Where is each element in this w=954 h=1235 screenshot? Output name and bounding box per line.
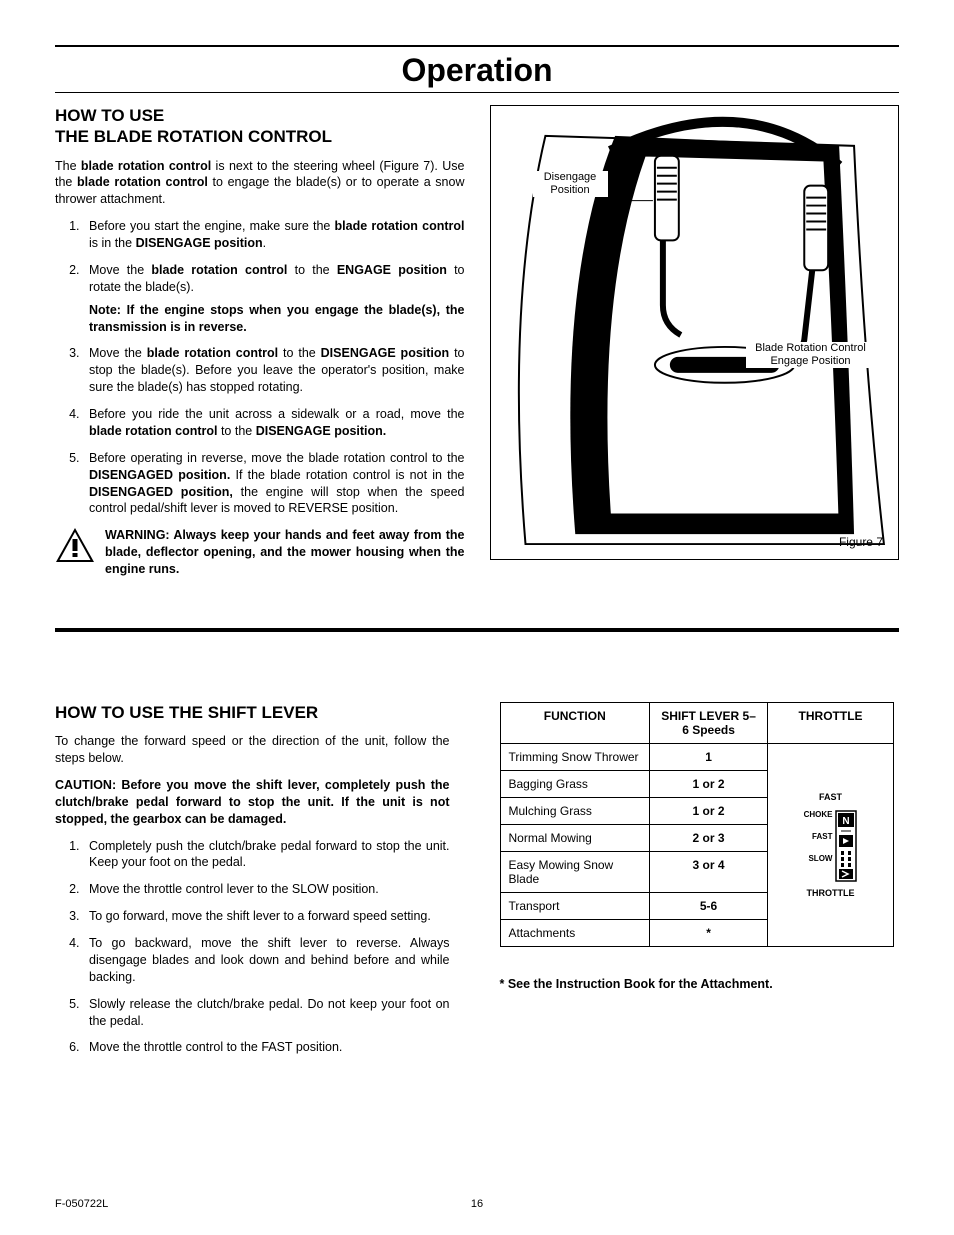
cell-function: Transport <box>500 892 650 919</box>
step-3: Move the blade rotation control to the D… <box>83 345 465 396</box>
heading-line1: HOW TO USE <box>55 106 164 125</box>
step-1: Before you start the engine, make sure t… <box>83 218 465 252</box>
s2-step-1: Completely push the clutch/brake pedal f… <box>83 838 450 872</box>
cell-lever: 2 or 3 <box>650 824 768 851</box>
section1-steps: Before you start the engine, make sure t… <box>55 218 465 517</box>
section1-intro: The blade rotation control is next to th… <box>55 158 465 209</box>
cell-function: Normal Mowing <box>500 824 650 851</box>
s2-step-2: Move the throttle control lever to the S… <box>83 881 450 898</box>
rule-under-title <box>55 92 899 93</box>
th-lever: SHIFT LEVER 5–6 Speeds <box>650 702 768 743</box>
label-disengage: Disengage Position <box>533 171 608 197</box>
section1-heading: HOW TO USE THE BLADE ROTATION CONTROL <box>55 105 465 148</box>
svg-text:N: N <box>843 816 850 827</box>
cell-function: Attachments <box>500 919 650 946</box>
section2-caution: CAUTION: Before you move the shift lever… <box>55 777 450 828</box>
heading-line2: THE BLADE ROTATION CONTROL <box>55 127 332 146</box>
cell-function: Mulching Grass <box>500 797 650 824</box>
label-throttle-bottom: THROTTLE <box>807 888 855 898</box>
cell-lever: 1 or 2 <box>650 770 768 797</box>
rule-section-divider <box>55 628 899 632</box>
section2-steps: Completely push the clutch/brake pedal f… <box>55 838 450 1057</box>
s2-step-5: Slowly release the clutch/brake pedal. D… <box>83 996 450 1030</box>
s2-step-6: Move the throttle control to the FAST po… <box>83 1039 450 1056</box>
footer-doc-id: F-050722L <box>55 1198 336 1210</box>
s2-step-3: To go forward, move the shift lever to a… <box>83 908 450 925</box>
section-shift-lever: HOW TO USE THE SHIFT LEVER To change the… <box>55 702 899 1066</box>
warning-block: WARNING: Always keep your hands and feet… <box>55 527 465 578</box>
label-slow: SLOW <box>808 854 832 863</box>
label-choke: CHOKE <box>804 810 833 819</box>
label-engage: Blade Rotation Control Engage Position <box>746 342 876 368</box>
th-throttle: THROTTLE <box>768 702 894 743</box>
s2-step-4: To go backward, move the shift lever to … <box>83 935 450 986</box>
figure-caption: Figure 7 <box>839 535 883 549</box>
page: Operation HOW TO USE THE BLADE ROTATION … <box>0 0 954 1235</box>
warning-text: WARNING: Always keep your hands and feet… <box>105 527 465 578</box>
label-fast-top: FAST <box>819 792 842 802</box>
figure-7: Disengage Position Blade Rotation Contro… <box>490 105 900 560</box>
section1-text-column: HOW TO USE THE BLADE ROTATION CONTROL Th… <box>55 105 465 578</box>
shift-lever-table: FUNCTION SHIFT LEVER 5–6 Speeds THROTTLE… <box>500 702 895 947</box>
step-2: Move the blade rotation control to the E… <box>83 262 465 336</box>
section1-figure-column: Disengage Position Blade Rotation Contro… <box>490 105 900 578</box>
cell-lever: 1 or 2 <box>650 797 768 824</box>
cell-lever: * <box>650 919 768 946</box>
cell-function: Trimming Snow Thrower <box>500 743 650 770</box>
cell-function: Bagging Grass <box>500 770 650 797</box>
cell-lever: 1 <box>650 743 768 770</box>
cell-throttle-diagram: FAST CHOKE FAST SLOW <box>768 743 894 946</box>
page-footer: F-050722L 16 <box>55 1198 899 1210</box>
section2-text-column: HOW TO USE THE SHIFT LEVER To change the… <box>55 702 450 1066</box>
section2-table-column: FUNCTION SHIFT LEVER 5–6 Speeds THROTTLE… <box>475 702 900 1066</box>
table-row: Trimming Snow Thrower 1 FAST CHOKE FAST … <box>500 743 894 770</box>
th-function: FUNCTION <box>500 702 650 743</box>
table-footnote: * See the Instruction Book for the Attac… <box>500 977 895 991</box>
label-fast: FAST <box>812 832 832 841</box>
section2-heading: HOW TO USE THE SHIFT LEVER <box>55 702 450 723</box>
step-2-note: Note: If the engine stops when you engag… <box>89 302 465 336</box>
throttle-icon: N <box>835 810 857 882</box>
main-title: Operation <box>55 52 899 89</box>
throttle-diagram: FAST CHOKE FAST SLOW <box>768 744 893 946</box>
cell-lever: 5-6 <box>650 892 768 919</box>
cell-function: Easy Mowing Snow Blade <box>500 851 650 892</box>
section-blade-rotation: HOW TO USE THE BLADE ROTATION CONTROL Th… <box>55 105 899 578</box>
step-4: Before you ride the unit across a sidewa… <box>83 406 465 440</box>
rule-top <box>55 45 899 47</box>
step-2-text: Move the blade rotation control to the E… <box>89 263 465 294</box>
section2-intro: To change the forward speed or the direc… <box>55 733 450 767</box>
cell-lever: 3 or 4 <box>650 851 768 892</box>
warning-icon <box>55 527 95 578</box>
footer-page-num: 16 <box>336 1198 617 1210</box>
step-5: Before operating in reverse, move the bl… <box>83 450 465 518</box>
